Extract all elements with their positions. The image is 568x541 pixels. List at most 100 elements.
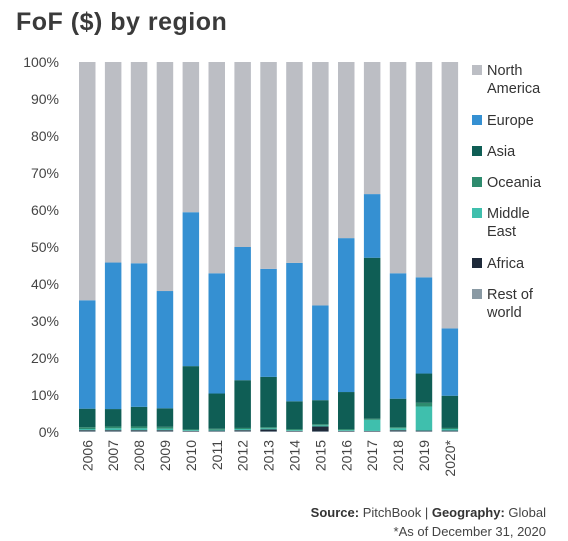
- y-tick-label: 40%: [31, 276, 59, 292]
- y-tick-label: 80%: [31, 128, 59, 144]
- bar-segment-middle-east: [157, 429, 174, 430]
- bar-segment-north-america: [105, 62, 122, 263]
- x-tick-label: 2006: [79, 440, 95, 471]
- bar-segment-rest-of-world: [286, 431, 303, 432]
- bar-segment-north-america: [364, 62, 381, 194]
- legend-item: Asia: [472, 144, 516, 160]
- x-tick-label: 2013: [261, 440, 277, 471]
- bar-segment-oceania: [338, 429, 355, 430]
- bar-segment-rest-of-world: [390, 431, 407, 432]
- bar-segment-rest-of-world: [338, 431, 355, 432]
- bar-segment-europe: [157, 291, 174, 408]
- bar-segment-middle-east: [105, 428, 122, 430]
- bar-segment-rest-of-world: [442, 431, 459, 432]
- bar-segment-rest-of-world: [312, 431, 329, 432]
- legend-swatch: [472, 177, 482, 187]
- bar-segment-europe: [183, 212, 200, 366]
- bar-segment-middle-east: [364, 420, 381, 431]
- y-tick-label: 90%: [31, 91, 59, 107]
- bar-segment-oceania: [364, 419, 381, 420]
- source-footer: Source: PitchBook | Geography: Global *A…: [311, 503, 546, 541]
- bar-segment-asia: [364, 258, 381, 419]
- legend-label: Africa: [487, 256, 525, 272]
- bar-segment-rest-of-world: [105, 431, 122, 432]
- bar-segment-rest-of-world: [79, 431, 96, 432]
- bar-segment-europe: [364, 194, 381, 258]
- x-tick-label: 2014: [286, 440, 302, 471]
- bar-segment-oceania: [105, 426, 122, 428]
- bar-segment-middle-east: [390, 428, 407, 430]
- bar-segment-africa: [234, 430, 251, 431]
- bar-segment-europe: [312, 305, 329, 400]
- bar-segment-oceania: [390, 427, 407, 428]
- bar-segment-middle-east: [416, 406, 433, 430]
- bar-segment-europe: [79, 300, 96, 408]
- bar-segment-north-america: [416, 62, 433, 277]
- bar-segment-europe: [442, 328, 459, 395]
- bar-segment-asia: [105, 409, 122, 426]
- y-tick-label: 60%: [31, 202, 59, 218]
- bar-segment-middle-east: [209, 430, 226, 431]
- legend-swatch: [472, 115, 482, 125]
- bar-segment-middle-east: [338, 430, 355, 431]
- bar-segment-oceania: [234, 428, 251, 429]
- bar-segment-asia: [157, 408, 174, 427]
- bar-segment-africa: [312, 426, 329, 431]
- bar-segment-north-america: [390, 62, 407, 273]
- bar-segment-asia: [234, 380, 251, 428]
- bar-segment-asia: [260, 377, 277, 427]
- bar-segment-europe: [416, 277, 433, 373]
- legend-label: Asia: [487, 144, 516, 160]
- bar-segment-rest-of-world: [234, 431, 251, 432]
- x-tick-label: 2007: [105, 440, 121, 471]
- bar-segment-africa: [79, 430, 96, 431]
- geography-label: Geography:: [432, 505, 505, 520]
- bar-segment-asia: [286, 401, 303, 429]
- y-tick-label: 70%: [31, 165, 59, 181]
- bar-segment-middle-east: [442, 429, 459, 430]
- bar-segment-oceania: [312, 424, 329, 425]
- bar-segment-north-america: [234, 62, 251, 247]
- source-label: Source:: [311, 505, 359, 520]
- bar-segment-north-america: [209, 62, 226, 273]
- bar-segment-oceania: [79, 427, 96, 429]
- bar-segment-rest-of-world: [260, 431, 277, 432]
- y-tick-label: 30%: [31, 313, 59, 329]
- bar-segment-oceania: [260, 427, 277, 428]
- legend-swatch: [472, 208, 482, 218]
- bar-segment-middle-east: [260, 428, 277, 429]
- bar-segment-asia: [209, 394, 226, 429]
- bar-segment-europe: [234, 247, 251, 380]
- bar-segment-north-america: [157, 62, 174, 291]
- x-tick-label: 2017: [364, 440, 380, 471]
- x-tick-label: 2008: [131, 440, 147, 471]
- bar-segment-asia: [416, 374, 433, 403]
- legend-swatch: [472, 258, 482, 268]
- y-tick-label: 100%: [23, 54, 59, 70]
- bar-segment-rest-of-world: [183, 431, 200, 432]
- legend-item: Europe: [472, 113, 534, 129]
- bar-segment-asia: [390, 399, 407, 427]
- source-line: Source: PitchBook | Geography: Global: [311, 503, 546, 522]
- bar-segment-middle-east: [286, 430, 303, 431]
- y-tick-label: 50%: [31, 239, 59, 255]
- bar-segment-oceania: [131, 426, 148, 428]
- bar-segment-oceania: [209, 429, 226, 430]
- bar-segment-north-america: [312, 62, 329, 305]
- bar-segment-europe: [338, 238, 355, 392]
- x-tick-label: 2020*: [442, 439, 458, 476]
- bar-segment-middle-east: [79, 429, 96, 430]
- bar-segment-oceania: [442, 428, 459, 429]
- bar-segment-europe: [286, 263, 303, 401]
- bar-segment-africa: [105, 430, 122, 431]
- legend-label: Europe: [487, 113, 534, 129]
- bar-segment-middle-east: [183, 430, 200, 431]
- bar-segment-asia: [442, 396, 459, 428]
- bar-segment-middle-east: [312, 425, 329, 426]
- bar-segment-europe: [131, 263, 148, 407]
- bar-segment-asia: [183, 366, 200, 429]
